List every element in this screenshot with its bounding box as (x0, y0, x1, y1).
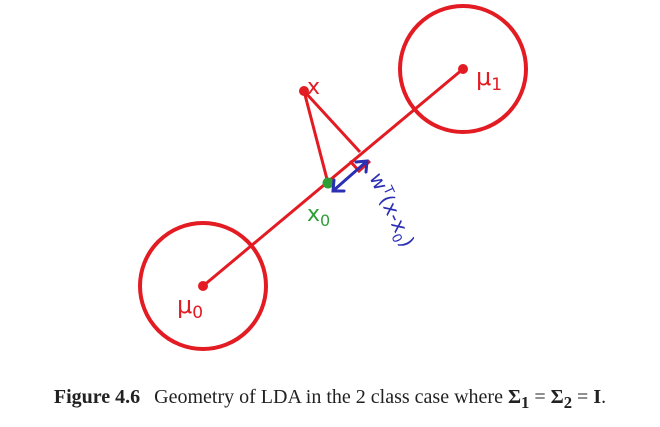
equals-1: = (534, 386, 546, 408)
class-1-circle (398, 4, 528, 134)
x-label: x (307, 75, 320, 100)
mu1-point (458, 64, 468, 74)
caption-text: Geometry of LDA in the 2 class case wher… (154, 386, 503, 408)
mu1-label: μ1 (476, 63, 502, 95)
x0-label: x0 (307, 202, 330, 230)
sigma-1: Σ1 (507, 386, 530, 412)
equals-2: = (577, 386, 589, 408)
lda-geometry-diagram: μ0 μ1 x x0 wT(x-x0) (138, 4, 528, 351)
projection-triangle (302, 89, 362, 184)
mean-connecting-line (202, 67, 464, 288)
figure-label: Figure 4.6 (53, 386, 141, 408)
mu0-point (198, 281, 208, 291)
projection-arrow (331, 159, 369, 193)
class-0-circle (138, 221, 268, 351)
projection-label: wT(x-x0) (361, 169, 420, 253)
caption-period: . (601, 386, 607, 408)
figure-caption: Figure 4.6 Geometry of LDA in the 2 class… (0, 386, 660, 413)
identity-matrix: I (593, 386, 602, 408)
x0-point (322, 177, 334, 189)
x-point (299, 86, 309, 96)
mu0-label: μ0 (177, 291, 203, 323)
sigma-2: Σ2 (550, 386, 573, 412)
